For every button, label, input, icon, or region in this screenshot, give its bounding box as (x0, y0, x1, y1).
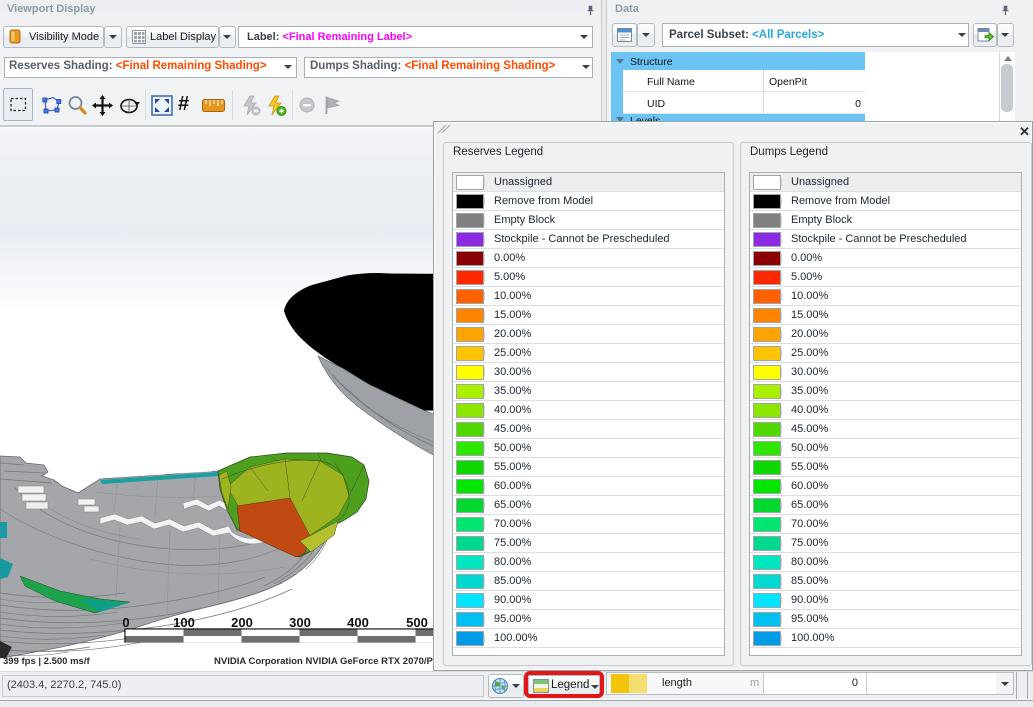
svg-text:500: 500 (406, 615, 428, 630)
svg-text:399 fps | 2.500 ms/f: 399 fps | 2.500 ms/f (3, 656, 90, 667)
svg-text:0: 0 (122, 615, 129, 630)
svg-text:100: 100 (173, 615, 195, 630)
svg-text:300: 300 (289, 615, 311, 630)
svg-text:NVIDIA Corporation NVIDIA GeFo: NVIDIA Corporation NVIDIA GeForce RTX 20… (214, 656, 475, 667)
svg-text:200: 200 (231, 615, 253, 630)
svg-text:400: 400 (347, 615, 369, 630)
